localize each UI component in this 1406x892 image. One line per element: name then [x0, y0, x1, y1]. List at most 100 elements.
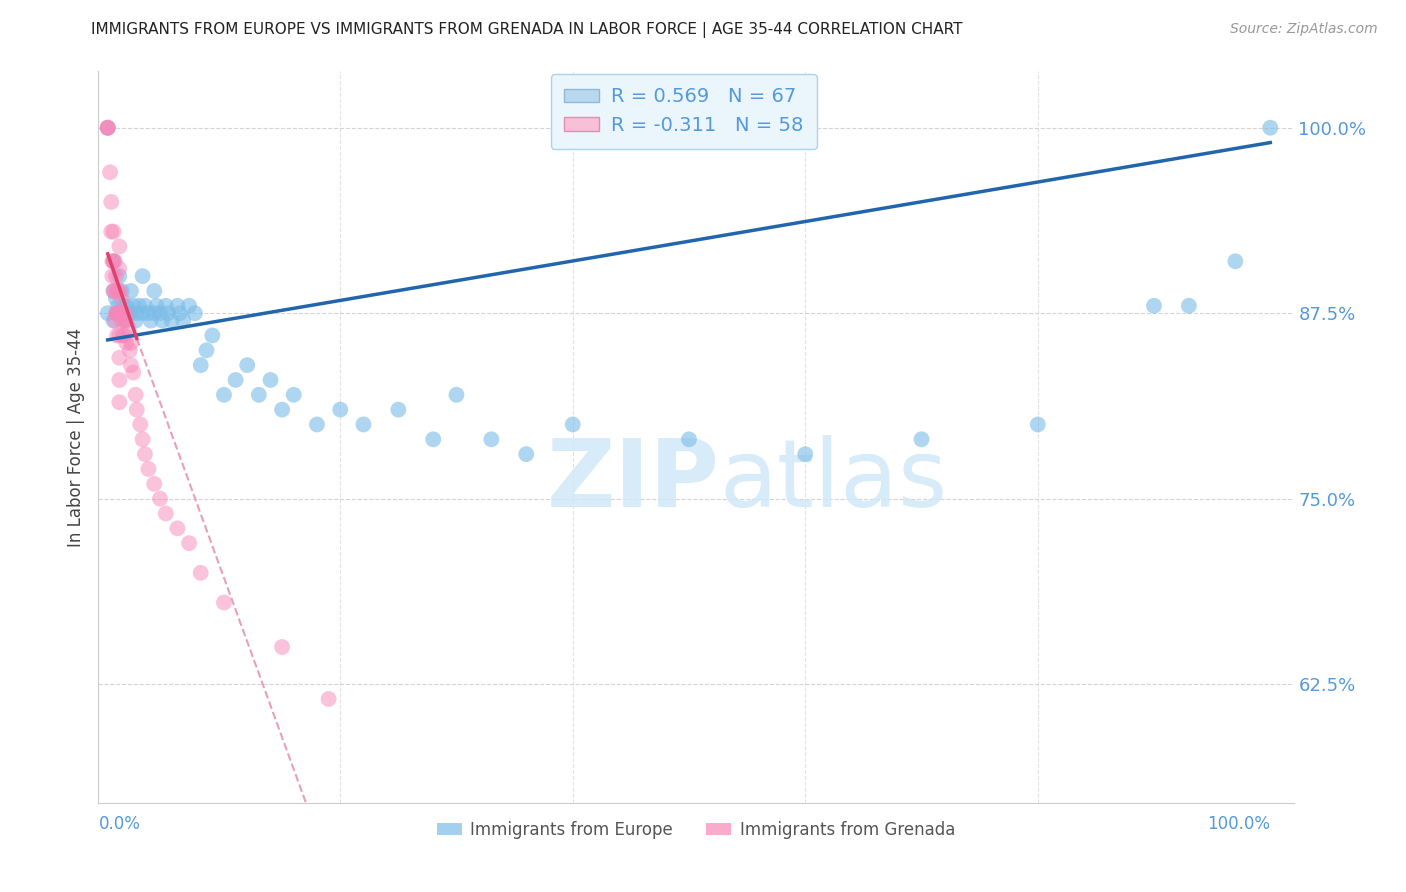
Point: [108, 239, 131, 253]
Point: [479, 432, 502, 446]
Point: [678, 432, 700, 446]
Point: [166, 521, 188, 535]
Point: [103, 254, 125, 268]
Point: [145, 299, 167, 313]
Point: [101, 254, 124, 268]
Point: [115, 299, 138, 313]
Point: [195, 343, 218, 358]
Point: [387, 402, 409, 417]
Point: [155, 507, 177, 521]
Point: [104, 306, 127, 320]
Point: [150, 313, 173, 327]
Point: [97, 120, 120, 135]
Point: [1178, 299, 1201, 313]
Point: [128, 299, 150, 313]
Text: Source: ZipAtlas.com: Source: ZipAtlas.com: [1230, 22, 1378, 37]
Text: ZIP: ZIP: [547, 435, 720, 527]
Point: [104, 313, 127, 327]
Point: [247, 388, 270, 402]
Point: [97, 120, 120, 135]
Point: [111, 284, 134, 298]
Point: [111, 306, 134, 320]
Text: 0.0%: 0.0%: [98, 814, 141, 832]
Point: [108, 395, 131, 409]
Point: [108, 261, 131, 276]
Point: [329, 402, 352, 417]
Point: [131, 306, 153, 320]
Point: [190, 358, 212, 372]
Point: [271, 402, 294, 417]
Point: [143, 284, 166, 298]
Point: [129, 417, 152, 432]
Point: [108, 373, 131, 387]
Point: [117, 306, 139, 320]
Point: [124, 313, 146, 327]
Point: [115, 335, 138, 350]
Point: [105, 306, 128, 320]
Point: [131, 432, 153, 446]
Point: [120, 306, 142, 320]
Point: [236, 358, 259, 372]
Point: [120, 358, 142, 372]
Point: [104, 284, 127, 298]
Point: [138, 306, 160, 320]
Point: [114, 306, 136, 320]
Point: [184, 306, 207, 320]
Point: [103, 284, 125, 298]
Point: [107, 299, 129, 313]
Point: [125, 402, 148, 417]
Point: [318, 692, 340, 706]
Point: [143, 306, 166, 320]
Point: [97, 120, 120, 135]
Y-axis label: In Labor Force | Age 35-44: In Labor Force | Age 35-44: [66, 327, 84, 547]
Text: IMMIGRANTS FROM EUROPE VS IMMIGRANTS FROM GRENADA IN LABOR FORCE | AGE 35-44 COR: IMMIGRANTS FROM EUROPE VS IMMIGRANTS FRO…: [91, 22, 963, 38]
Point: [177, 299, 200, 313]
Point: [177, 536, 200, 550]
Point: [97, 120, 120, 135]
Point: [305, 417, 328, 432]
Point: [114, 328, 136, 343]
Point: [125, 306, 148, 320]
Point: [117, 321, 139, 335]
Point: [108, 306, 131, 320]
Point: [111, 291, 134, 305]
Point: [422, 432, 444, 446]
Point: [100, 225, 122, 239]
Point: [1258, 120, 1281, 135]
Point: [108, 351, 131, 365]
Point: [353, 417, 375, 432]
Point: [190, 566, 212, 580]
Point: [101, 269, 124, 284]
Point: [212, 595, 235, 609]
Point: [149, 491, 172, 506]
Point: [212, 388, 235, 402]
Point: [104, 254, 127, 268]
Point: [134, 299, 156, 313]
Point: [201, 328, 224, 343]
Text: atlas: atlas: [720, 435, 948, 527]
Point: [103, 225, 125, 239]
Point: [131, 269, 153, 284]
Point: [104, 291, 127, 305]
Text: 100.0%: 100.0%: [1208, 814, 1270, 832]
Point: [1143, 299, 1166, 313]
Point: [111, 313, 134, 327]
Point: [172, 313, 194, 327]
Point: [561, 417, 583, 432]
Point: [105, 328, 128, 343]
Point: [114, 313, 136, 327]
Point: [108, 269, 131, 284]
Point: [111, 306, 134, 320]
Point: [97, 306, 120, 320]
Point: [169, 306, 191, 320]
Point: [108, 284, 131, 298]
Point: [98, 165, 121, 179]
Point: [104, 269, 127, 284]
Point: [103, 254, 125, 268]
Legend: Immigrants from Europe, Immigrants from Grenada: Immigrants from Europe, Immigrants from …: [430, 814, 962, 846]
Point: [107, 306, 129, 320]
Point: [794, 447, 817, 461]
Point: [112, 299, 135, 313]
Point: [108, 306, 131, 320]
Point: [149, 306, 172, 320]
